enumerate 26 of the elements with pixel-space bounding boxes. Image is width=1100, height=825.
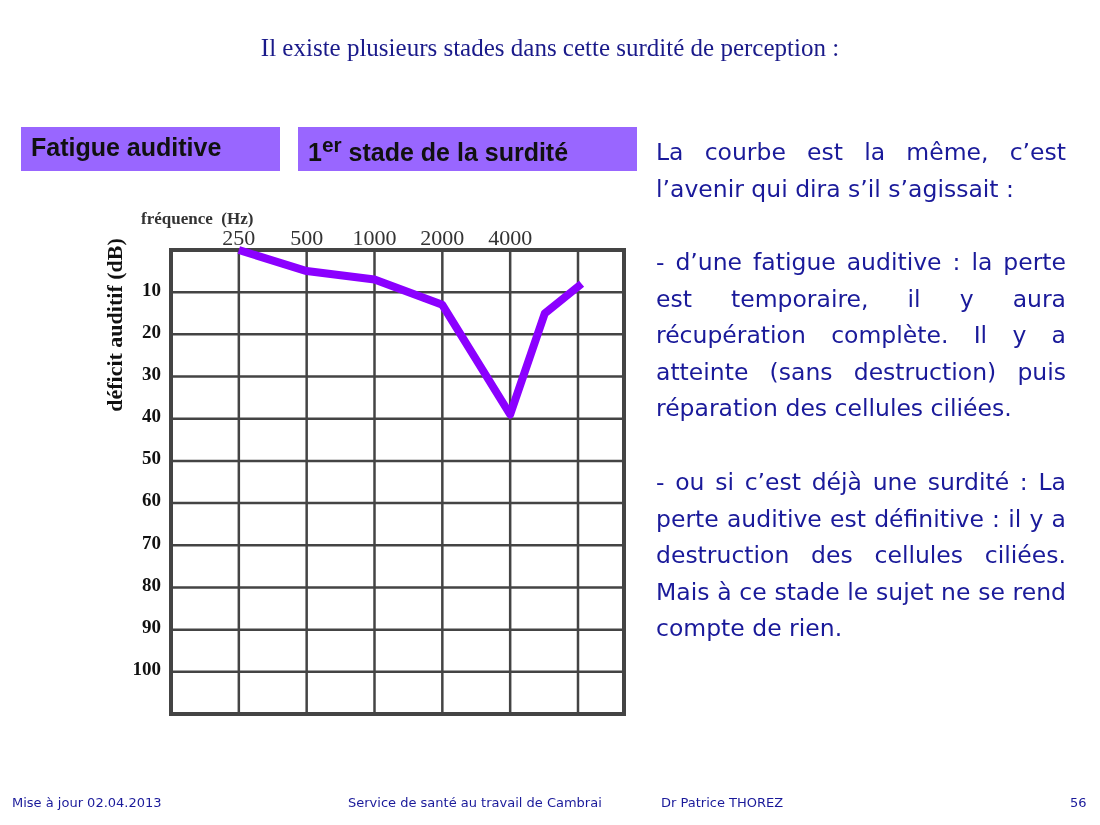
- y-tick-label: 80: [142, 573, 161, 595]
- text: 56: [1070, 795, 1087, 810]
- y-tick-label: 20: [142, 320, 161, 342]
- text: - d’une fatigue auditive : la perte est temporaire, il y aura récupération complète. Il y a atteinte (sans destruction) puis réparation des cellules ciliées.: [656, 247, 1066, 424]
- text: Mise à jour 02.04.2013: [12, 795, 162, 810]
- chart-title: Il existe plusieurs stades dans cette surdité de perception :: [260, 34, 840, 61]
- x-tick-label: 500: [290, 225, 324, 250]
- text: 1$^{er}$ stade de la surdité: [298, 127, 637, 171]
- y-axis-title: déficit auditif (dB): [102, 238, 127, 412]
- y-tick-label: 30: [142, 362, 161, 384]
- x-tick-label: 4000: [488, 225, 533, 250]
- text: Service de santé au travail de Cambrai: [348, 795, 602, 810]
- x-tick-label: 2000: [420, 225, 465, 250]
- text: - ou si c’est déjà une surdité : La perte auditive est définitive : il y a destruction des cellules ciliées. Mais à ce stade le sujet ne se rend compte de rien.: [656, 467, 1066, 644]
- y-tick-label: 50: [142, 447, 161, 469]
- y-tick-label: 10: [142, 278, 161, 300]
- y-tick-label: 70: [142, 531, 161, 553]
- text: La courbe est la même, c’est l’avenir qui dira s’il s’agissait :: [656, 137, 1066, 205]
- y-tick-label: 60: [142, 489, 161, 511]
- text: Dr Patrice THOREZ: [661, 795, 784, 810]
- y-tick-label: 40: [142, 405, 161, 427]
- x-axis-title: fréquence (Hz): [141, 209, 254, 228]
- y-tick-label: 90: [142, 616, 161, 637]
- y-tick-label: 100: [132, 658, 161, 680]
- text: Fatigue auditive: [21, 127, 280, 171]
- x-tick-label: 1000: [352, 225, 397, 250]
